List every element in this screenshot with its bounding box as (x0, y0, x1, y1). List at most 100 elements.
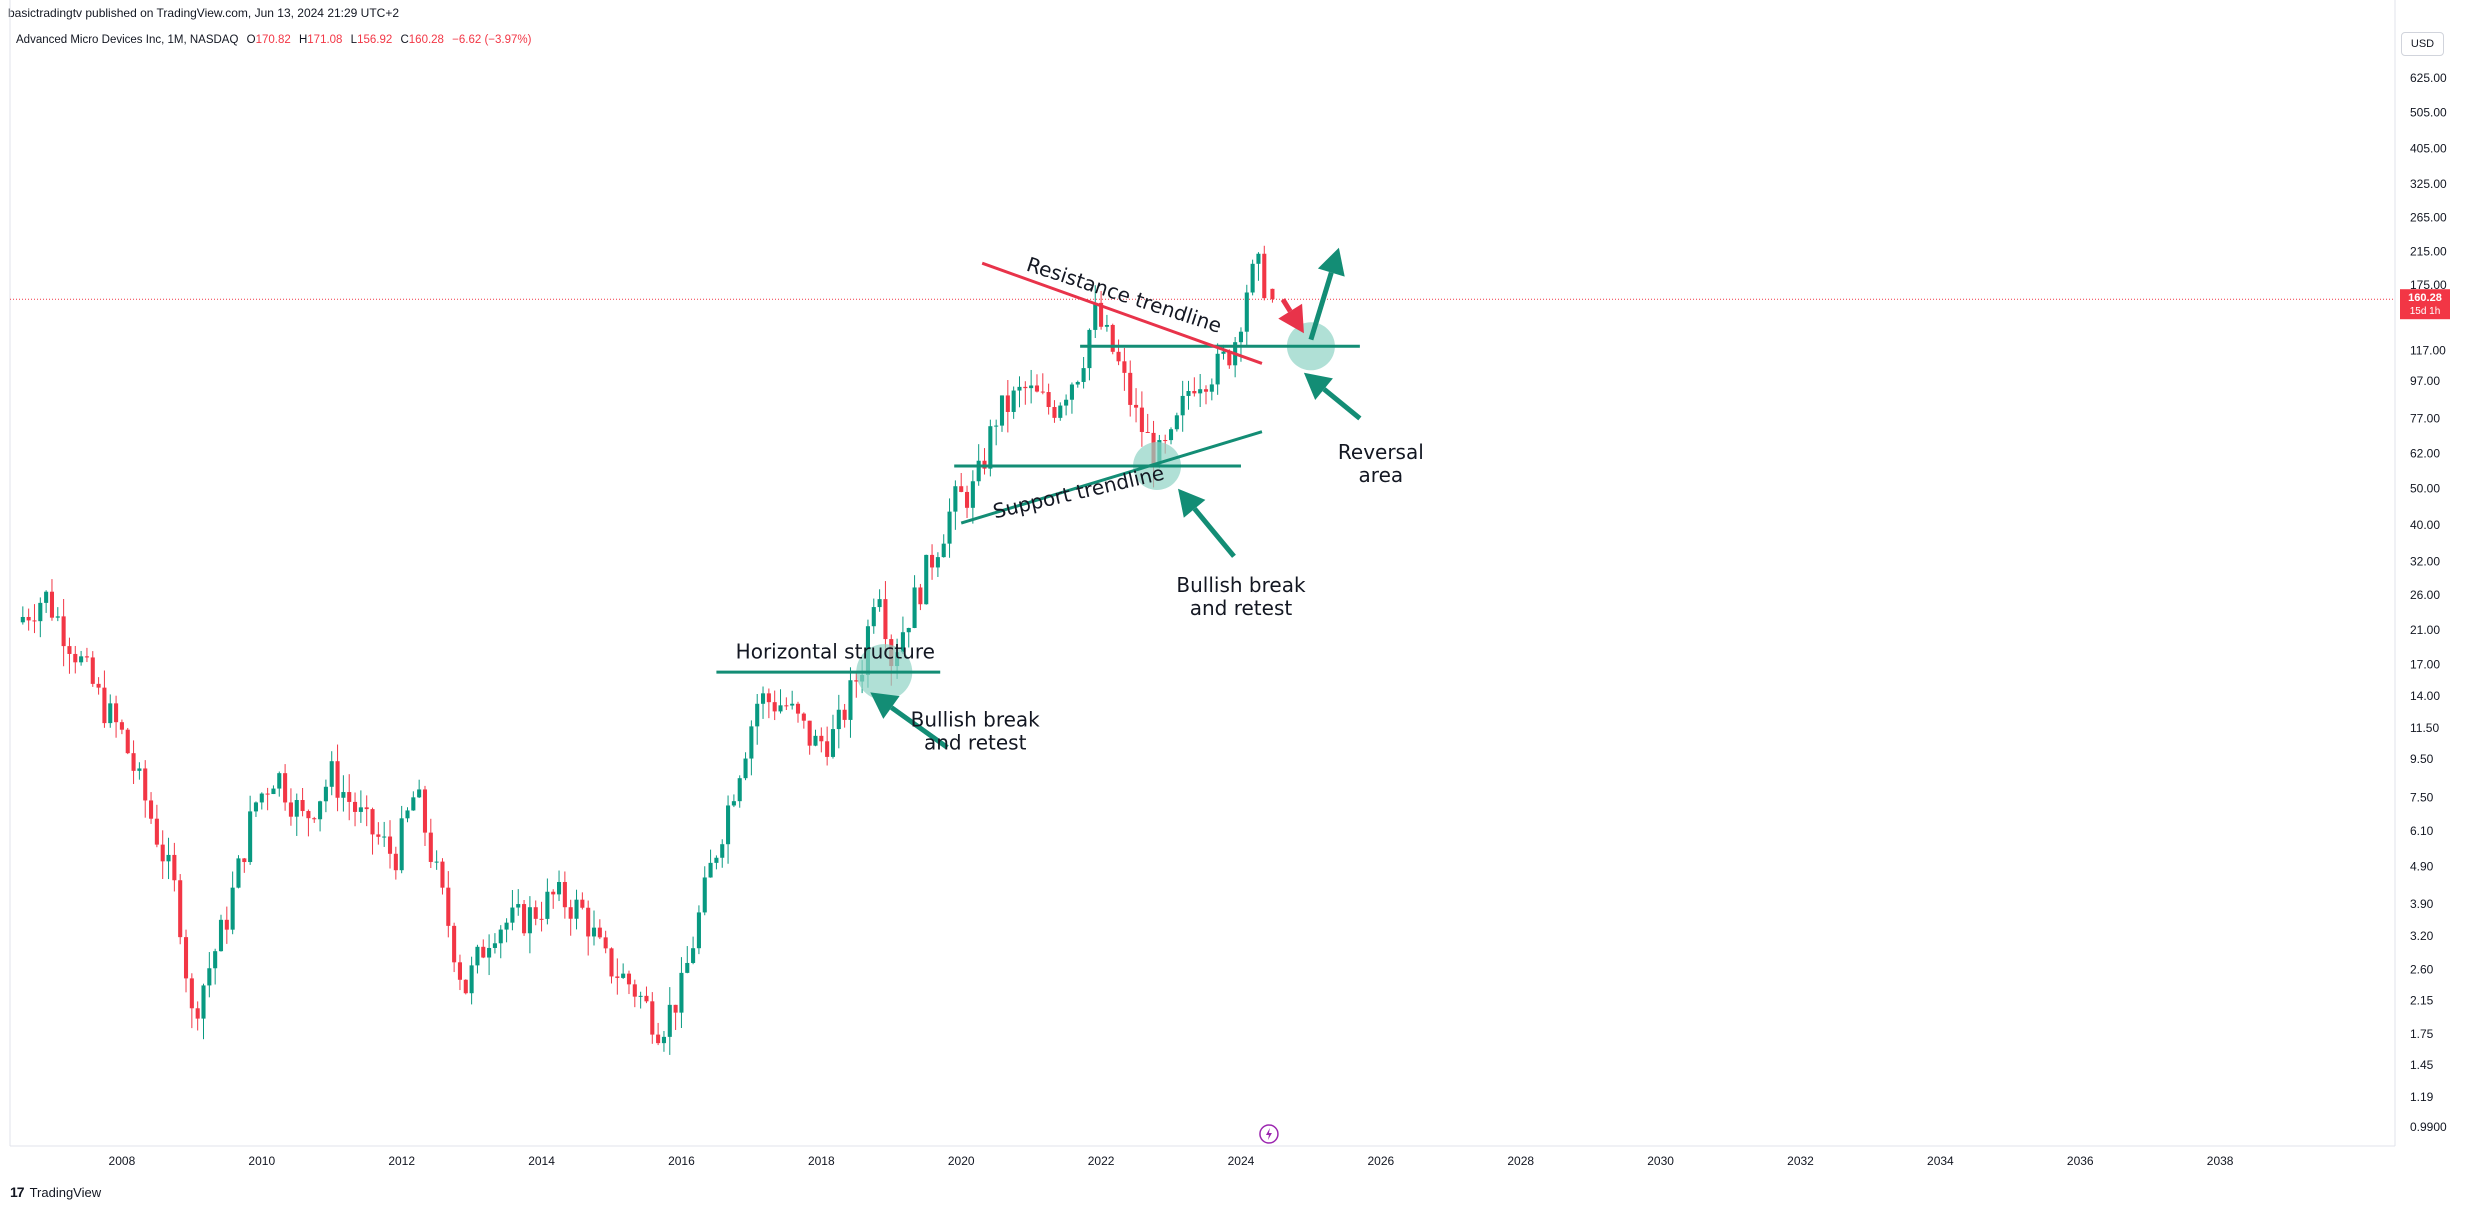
candle-body (580, 899, 585, 908)
candle-body (119, 722, 124, 730)
arrow-bounce-head (1317, 247, 1345, 277)
bullish-break-label-2018: Bullish break and retest (911, 707, 1041, 754)
candle-body (475, 946, 480, 966)
candle-body (283, 773, 288, 803)
y-tick-label: 2.15 (2410, 994, 2434, 1008)
candle-body (778, 705, 783, 712)
y-tick-label: 14.00 (2410, 689, 2440, 703)
arrow-retest-2018-head (870, 692, 900, 719)
support-trendline (960, 430, 1263, 525)
candle-body (259, 793, 264, 803)
arrow-retest-2018-shaft (889, 705, 949, 750)
candle-body (696, 912, 701, 949)
candle-body (1034, 385, 1040, 392)
candle-body (1093, 302, 1098, 330)
candle-body (1221, 351, 1226, 354)
candle-body (562, 881, 567, 908)
candle-body (516, 904, 521, 908)
candle-body (376, 834, 381, 837)
x-tick-label: 2018 (808, 1154, 835, 1168)
candle-body (1168, 429, 1174, 441)
y-tick-label: 2.60 (2410, 963, 2434, 977)
currency-button[interactable]: USD (2401, 32, 2444, 56)
open-label: O (246, 34, 256, 46)
x-tick-label: 2016 (668, 1154, 695, 1168)
candle-body (959, 486, 964, 492)
candle-body (813, 735, 818, 746)
candle-body (1023, 386, 1028, 389)
candle-body (1128, 372, 1133, 405)
candle-body (160, 844, 165, 862)
candle-body (242, 858, 247, 863)
candle-body (26, 616, 31, 621)
y-tick-label: 215.00 (2410, 244, 2447, 258)
candle-body (632, 984, 637, 997)
y-tick-label: 97.00 (2410, 374, 2440, 388)
candle-body (650, 1001, 655, 1035)
candle-body (1134, 404, 1139, 408)
candle-body (1058, 405, 1063, 418)
horizontal-structure-label-line: Horizontal structure (736, 640, 935, 664)
x-tick-label: 2022 (1088, 1154, 1115, 1168)
bullish-break-label-2018-line: Bullish break (911, 707, 1041, 731)
candle-body (323, 786, 328, 802)
candle-body (1163, 440, 1168, 442)
candle-body (306, 811, 311, 819)
y-tick-label: 17.00 (2410, 657, 2440, 671)
candle-body (312, 818, 317, 820)
candle-body (836, 709, 841, 730)
candle-body (1122, 361, 1127, 373)
candle-body (248, 811, 253, 863)
candle-body (924, 554, 929, 605)
candle-body (749, 726, 754, 759)
candle-body (871, 607, 876, 627)
candle-body (277, 773, 282, 789)
candle-body (32, 620, 37, 622)
candle-body (469, 965, 474, 994)
candle-body (941, 543, 946, 558)
candle-body (667, 1004, 672, 1037)
candle-body (405, 810, 410, 819)
candle-body (1087, 329, 1092, 369)
candle-body (265, 793, 270, 795)
candle-body (615, 976, 620, 978)
candle-body (498, 929, 503, 944)
candle-body (131, 753, 136, 771)
candle-body (1262, 253, 1267, 299)
candle-body (341, 792, 346, 798)
candle-body (224, 919, 229, 930)
candle-body (760, 693, 766, 704)
candle-body (183, 937, 189, 979)
x-tick-label: 2010 (248, 1154, 275, 1168)
candle-body (253, 802, 259, 812)
low-value: 156.92 (357, 34, 393, 46)
candle-body (481, 946, 486, 958)
candle-body (527, 907, 532, 934)
x-tick-label: 2032 (1787, 1154, 1814, 1168)
candle-body (440, 861, 445, 888)
candle-body (90, 657, 95, 684)
candle-body (720, 844, 725, 858)
candle-body (1104, 324, 1109, 327)
candle-body (533, 907, 538, 919)
candle-body (568, 907, 573, 919)
x-tick-label: 2036 (2067, 1154, 2094, 1168)
candle-body (347, 792, 352, 802)
x-tick-label: 2008 (109, 1154, 136, 1168)
candle-body (918, 587, 923, 605)
candle-body (84, 656, 89, 658)
lightning-bolt-icon (1265, 1128, 1272, 1140)
x-tick-label: 2026 (1367, 1154, 1394, 1168)
candle-body (492, 943, 497, 948)
y-tick-label: 32.00 (2410, 554, 2440, 568)
candle-body (370, 809, 375, 835)
candle-body (708, 862, 713, 878)
candle-body (900, 632, 905, 653)
x-tick-label: 2038 (2207, 1154, 2234, 1168)
candle-body (487, 947, 492, 958)
reversal-area-label: Reversal area (1338, 440, 1424, 487)
resistance-trendline-label-line: Resistance trendline (1024, 252, 1225, 338)
candle-body (772, 702, 777, 712)
candle-body (609, 948, 614, 977)
